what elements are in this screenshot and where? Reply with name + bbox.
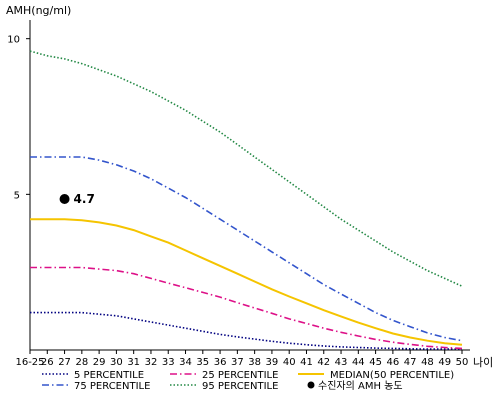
x-tick-label: 49 (438, 357, 451, 368)
legend-label: 5 PERCENTILE (74, 370, 144, 381)
y-tick-label: 10 (7, 35, 20, 46)
x-tick-label: 16-25 (15, 357, 44, 368)
x-tick-label: 34 (179, 357, 192, 368)
x-tick-label: 46 (387, 357, 400, 368)
legend-point-marker (307, 381, 315, 389)
x-tick-label: 48 (421, 357, 434, 368)
x-tick-label: 33 (162, 357, 175, 368)
legend: 5 PERCENTILE 25 PERCENTILE MEDIAN(50 PERCE… (42, 370, 454, 392)
x-tick-label: 32 (145, 357, 158, 368)
x-tick-label: 37 (231, 357, 244, 368)
x-tick-label: 30 (110, 357, 123, 368)
x-tick-label: 50 (456, 357, 469, 368)
x-tick-label: 43 (335, 357, 348, 368)
x-tick-label: 44 (352, 357, 365, 368)
series-line (30, 266, 463, 350)
x-tick-label: 26 (41, 357, 54, 368)
x-tick-label: 28 (75, 357, 88, 368)
legend-label: 25 PERCENTILE (202, 370, 278, 381)
x-tick-label: 41 (300, 357, 313, 368)
patient-point-label: 4.7 (74, 192, 95, 206)
x-tick-label: 29 (93, 357, 106, 368)
x-tick-label: 31 (127, 357, 140, 368)
series-line (30, 218, 463, 346)
y-tick-label: 5 (14, 190, 20, 201)
legend-label: MEDIAN(50 PERCENTILE) (330, 370, 454, 381)
x-tick-label: 40 (283, 357, 296, 368)
x-tick-label: 27 (58, 357, 71, 368)
x-tick-label: 42 (317, 357, 330, 368)
legend-point-label: 수진자의 AMH 농도 (318, 380, 403, 392)
legend-label: 95 PERCENTILE (202, 381, 278, 392)
x-tick-label: 39 (266, 357, 279, 368)
x-axis-label: 나이 (473, 356, 493, 369)
x-tick-label: 38 (248, 357, 261, 368)
x-tick-label: 35 (196, 357, 209, 368)
x-tick-label: 45 (369, 357, 382, 368)
x-tick-label: 47 (404, 357, 417, 368)
x-tick-label: 36 (214, 357, 227, 368)
legend-label: 75 PERCENTILE (74, 381, 150, 392)
series-line (29, 50, 463, 287)
y-axis-label: AMH(ng/ml) (6, 4, 71, 17)
series-line (30, 156, 463, 342)
patient-point-marker (59, 194, 70, 205)
series-lines (29, 50, 463, 350)
axes (29, 20, 470, 351)
y-ticks: 5 10 (7, 35, 30, 201)
patient-point: 4.7 (59, 192, 95, 206)
series-line (30, 311, 462, 350)
